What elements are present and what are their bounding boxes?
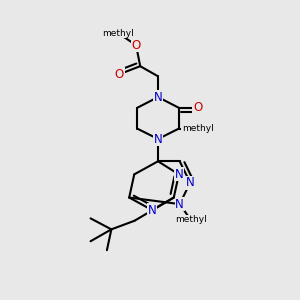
- Text: O: O: [131, 39, 141, 52]
- Text: N: N: [186, 176, 194, 189]
- Text: methyl: methyl: [182, 124, 213, 133]
- Text: N: N: [148, 203, 157, 217]
- Text: O: O: [193, 101, 202, 114]
- Text: methyl: methyl: [175, 215, 207, 224]
- Text: N: N: [175, 168, 183, 181]
- Text: N: N: [154, 91, 162, 103]
- Text: N: N: [154, 133, 162, 146]
- Text: methyl: methyl: [102, 29, 134, 38]
- Text: N: N: [175, 198, 184, 211]
- Text: O: O: [115, 68, 124, 81]
